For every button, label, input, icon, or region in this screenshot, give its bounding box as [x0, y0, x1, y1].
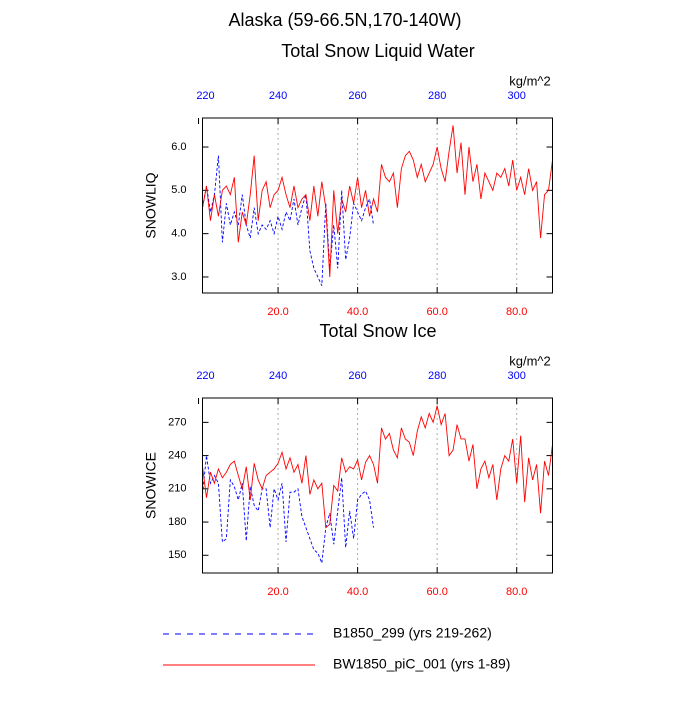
y-tick-label: 4.0	[171, 228, 186, 240]
y-axis-label: SNOWICE	[143, 452, 159, 519]
y-tick-label: 6.0	[171, 141, 186, 153]
x2-tick-label: 300	[508, 90, 526, 102]
x-tick-label: 20.0	[267, 306, 288, 318]
units-label: kg/m^2	[509, 73, 551, 88]
x2-tick-label: 280	[428, 90, 446, 102]
y-tick-label: 5.0	[171, 184, 186, 196]
legend-label: B1850_299 (yrs 219-262)	[333, 625, 492, 641]
y-tick-label: 240	[168, 450, 186, 462]
x2-tick-label: 260	[348, 90, 366, 102]
x-tick-label: 20.0	[267, 586, 288, 598]
y-axis-label: SNOWLIQ	[143, 172, 159, 238]
series-line	[202, 125, 553, 277]
panel-title: Total Snow Ice	[319, 321, 436, 341]
series-line	[202, 155, 374, 286]
x2-tick-label: 220	[196, 370, 214, 382]
panel-title: Total Snow Liquid Water	[281, 41, 474, 61]
legend-label: BW1850_piC_001 (yrs 1-89)	[333, 656, 510, 672]
x-tick-label: 40.0	[347, 306, 368, 318]
x2-tick-label: 260	[348, 370, 366, 382]
x-tick-label: 60.0	[426, 586, 447, 598]
units-label: kg/m^2	[509, 353, 551, 368]
x-tick-label: 40.0	[347, 586, 368, 598]
y-tick-label: 150	[168, 549, 186, 561]
y-tick-label: 180	[168, 516, 186, 528]
figure-title: Alaska (59-66.5N,170-140W)	[228, 10, 461, 30]
y-tick-label: 210	[168, 483, 186, 495]
series-line	[202, 455, 374, 564]
x2-tick-label: 240	[269, 90, 287, 102]
x-tick-label: 80.0	[506, 306, 527, 318]
x-tick-label: 80.0	[506, 586, 527, 598]
plot-frame	[202, 117, 553, 294]
series-line	[202, 405, 553, 529]
x-tick-label: 60.0	[426, 306, 447, 318]
x2-tick-label: 220	[196, 90, 214, 102]
plot-frame	[202, 397, 553, 574]
x2-tick-label: 300	[508, 370, 526, 382]
y-tick-label: 270	[168, 416, 186, 428]
x2-tick-label: 280	[428, 370, 446, 382]
y-tick-label: 3.0	[171, 271, 186, 283]
x2-tick-label: 240	[269, 370, 287, 382]
